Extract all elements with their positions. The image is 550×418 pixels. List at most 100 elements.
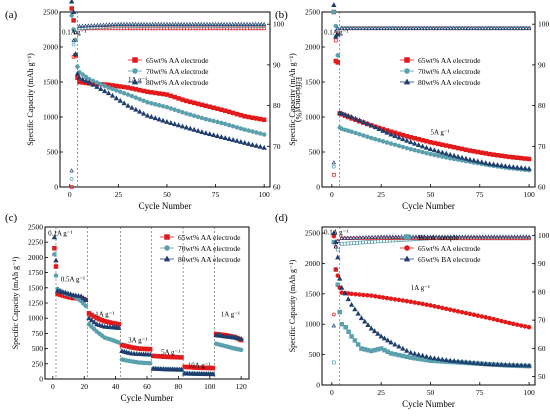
efficiency-point xyxy=(515,25,520,30)
y-tick-label: 2000 xyxy=(305,259,320,268)
efficiency-point xyxy=(351,25,357,30)
capacity-point xyxy=(210,132,217,138)
capacity-point xyxy=(396,297,402,303)
capacity-point xyxy=(249,141,256,147)
capacity-point xyxy=(388,141,394,146)
capacity-point xyxy=(110,86,115,92)
capacity-point xyxy=(219,120,224,126)
efficiency-point xyxy=(261,21,267,26)
capacity-point xyxy=(180,97,185,102)
y-tick-label: 0 xyxy=(39,375,43,384)
capacity-point xyxy=(116,325,122,330)
panel-label: (c) xyxy=(5,212,18,224)
efficiency-point xyxy=(230,21,235,26)
series-80wt-aa-electrode xyxy=(331,2,532,171)
efficiency-point xyxy=(331,323,337,328)
capacity-point xyxy=(207,131,213,137)
capacity-point xyxy=(141,88,146,94)
capacity-point xyxy=(218,134,225,139)
y-tick-label: 2000 xyxy=(43,43,58,52)
efficiency-point xyxy=(526,25,532,30)
capacity-point xyxy=(113,95,120,101)
efficiency-point xyxy=(448,234,454,239)
capacity-point xyxy=(352,115,359,121)
capacity-point xyxy=(188,99,193,105)
capacity-point xyxy=(479,314,485,319)
efficiency-point xyxy=(465,25,471,30)
efficiency-point xyxy=(523,25,529,30)
capacity-point xyxy=(526,165,532,171)
efficiency-point xyxy=(331,312,336,317)
capacity-point xyxy=(369,135,374,141)
capacity-point xyxy=(486,361,493,367)
capacity-point xyxy=(459,154,465,160)
capacity-point xyxy=(258,131,263,136)
capacity-point xyxy=(396,134,402,140)
capacity-point xyxy=(415,351,422,357)
efficiency-point xyxy=(241,21,247,26)
capacity-point xyxy=(371,328,378,334)
capacity-point xyxy=(118,84,123,89)
capacity-point xyxy=(211,105,216,111)
capacity-point xyxy=(487,315,492,321)
efficiency-point xyxy=(425,25,430,30)
efficiency-point xyxy=(127,21,133,26)
y-tick-label: 1000 xyxy=(305,320,320,329)
efficiency-point xyxy=(216,21,221,26)
capacity-point xyxy=(511,321,516,327)
capacity-point xyxy=(499,318,504,324)
capacity-point xyxy=(522,362,528,368)
efficiency-point xyxy=(124,21,130,26)
y-tick-label: 1500 xyxy=(43,78,58,87)
capacity-point xyxy=(491,316,496,322)
capacity-point xyxy=(373,294,378,299)
efficiency-point xyxy=(147,21,153,26)
efficiency-point xyxy=(351,235,357,240)
efficiency-point xyxy=(133,21,138,26)
capacity-point xyxy=(432,140,437,146)
capacity-point xyxy=(226,109,232,115)
efficiency-point xyxy=(497,25,503,30)
capacity-point xyxy=(53,273,59,278)
capacity-point xyxy=(439,149,445,155)
capacity-point xyxy=(463,359,469,365)
efficiency-point xyxy=(503,25,509,30)
capacity-point xyxy=(133,87,139,92)
capacity-point xyxy=(506,163,513,169)
y-tick-label: 0 xyxy=(316,381,320,390)
capacity-point xyxy=(223,108,228,113)
capacity-point xyxy=(261,117,267,123)
capacity-point xyxy=(337,275,343,281)
efficiency-point xyxy=(364,240,368,245)
capacity-point xyxy=(116,340,122,345)
y2-tick-label: 60 xyxy=(273,183,281,192)
capacity-point xyxy=(440,154,445,159)
capacity-point xyxy=(408,349,414,355)
legend-label: 70wt% AA electrode xyxy=(178,244,241,253)
capacity-point xyxy=(339,110,345,116)
efficiency-point xyxy=(345,25,351,30)
efficiency-point xyxy=(375,234,381,239)
capacity-point xyxy=(447,144,453,149)
efficiency-point xyxy=(518,25,523,30)
capacity-point xyxy=(184,98,189,104)
efficiency-point xyxy=(489,234,494,239)
x-tick-label: 50 xyxy=(427,190,435,199)
rate-annotation: 0.5A g⁻¹ xyxy=(61,276,85,284)
capacity-point xyxy=(238,126,244,131)
capacity-point xyxy=(412,300,417,305)
efficiency-point xyxy=(207,21,213,26)
efficiency-point xyxy=(164,21,170,26)
efficiency-point xyxy=(436,25,442,30)
capacity-point xyxy=(195,101,201,107)
capacity-point xyxy=(514,155,520,160)
capacity-point xyxy=(168,106,174,111)
capacity-point xyxy=(230,137,236,142)
capacity-point xyxy=(416,300,421,306)
efficiency-point xyxy=(445,25,451,30)
capacity-point xyxy=(164,118,170,124)
efficiency-point xyxy=(416,234,422,239)
y2-tick-label: 90 xyxy=(538,259,546,268)
efficiency-point xyxy=(86,23,91,28)
capacity-point xyxy=(479,159,485,165)
